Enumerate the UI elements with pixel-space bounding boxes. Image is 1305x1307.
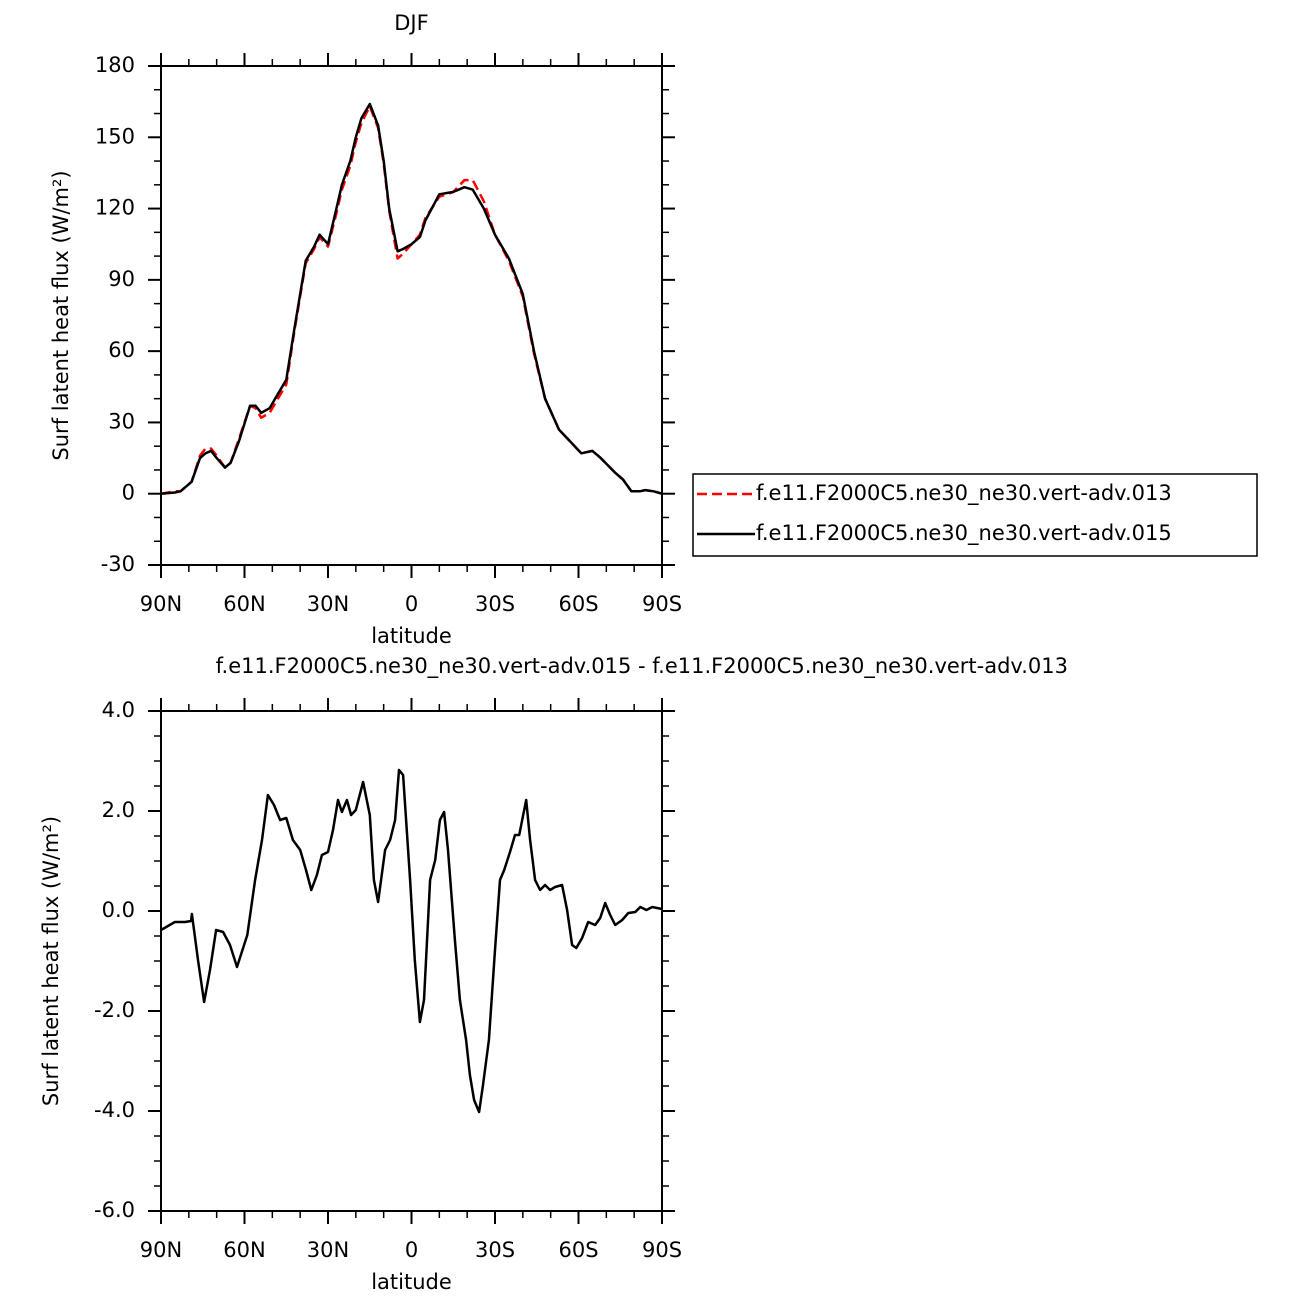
x-tick-label: 0 — [405, 592, 418, 616]
x-axis-label: latitude — [371, 1270, 452, 1294]
series-line — [160, 102, 663, 495]
legend-box — [692, 473, 1258, 557]
y-tick-label: 30 — [108, 409, 135, 433]
series-line — [160, 105, 663, 495]
x-tick-label: 30S — [475, 592, 515, 616]
x-tick-label: 90S — [642, 1238, 682, 1262]
x-tick-label: 60N — [223, 592, 265, 616]
x-tick-label: 30S — [475, 1238, 515, 1262]
y-tick-label: 2.0 — [102, 798, 135, 822]
y-tick-label: -4.0 — [94, 1098, 135, 1122]
y-tick-label: -6.0 — [94, 1198, 135, 1222]
x-tick-label: 60S — [558, 1238, 598, 1262]
chart-title: f.e11.F2000C5.ne30_ne30.vert-adv.015 - f… — [216, 654, 1068, 679]
x-tick-label: 90N — [140, 592, 182, 616]
y-tick-label: 90 — [108, 267, 135, 291]
series-line — [160, 768, 663, 1114]
x-tick-label: 90N — [140, 1238, 182, 1262]
x-tick-label: 60N — [223, 1238, 265, 1262]
y-tick-label: -2.0 — [94, 998, 135, 1022]
legend-label: f.e11.F2000C5.ne30_ne30.vert-adv.015 — [756, 521, 1172, 546]
y-tick-label: 120 — [95, 196, 135, 220]
chart-title: DJF — [394, 11, 428, 35]
y-tick-label: 150 — [95, 124, 135, 148]
y-tick-label: 60 — [108, 338, 135, 362]
x-tick-label: 30N — [307, 592, 349, 616]
plot-frame — [160, 65, 663, 566]
x-tick-label: 60S — [558, 592, 598, 616]
x-tick-label: 30N — [307, 1238, 349, 1262]
x-axis-label: latitude — [371, 624, 452, 648]
y-tick-label: -30 — [101, 552, 135, 576]
legend-label: f.e11.F2000C5.ne30_ne30.vert-adv.013 — [756, 481, 1172, 506]
x-tick-label: 0 — [405, 1238, 418, 1262]
y-tick-label: 180 — [95, 53, 135, 77]
y-tick-label: 0.0 — [102, 898, 135, 922]
y-axis-label: Surf latent heat flux (W/m²) — [39, 816, 63, 1106]
y-axis-label: Surf latent heat flux (W/m²) — [49, 170, 73, 460]
y-tick-label: 0 — [122, 481, 135, 505]
y-tick-label: 4.0 — [102, 698, 135, 722]
x-tick-label: 90S — [642, 592, 682, 616]
